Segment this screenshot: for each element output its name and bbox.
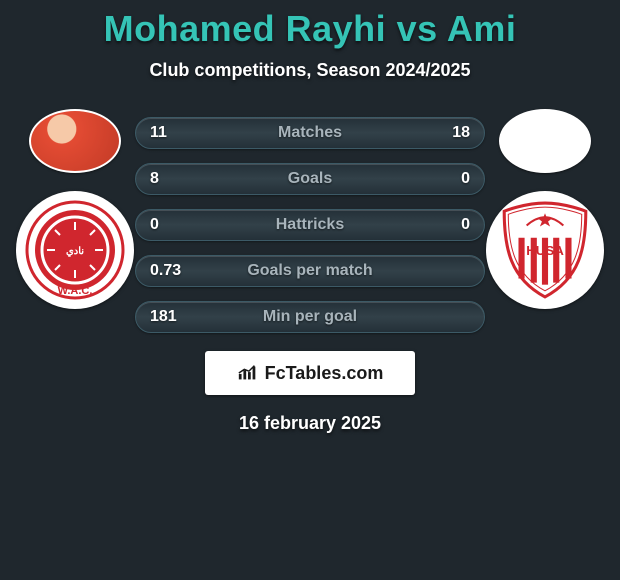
stat-right-value: 18 — [452, 124, 470, 142]
club-badge-right: HUSA — [486, 191, 604, 309]
stat-left-value: 11 — [150, 124, 167, 142]
stat-left-value: 0.73 — [150, 262, 181, 280]
svg-text:HUSA: HUSA — [526, 243, 564, 258]
left-side: نادي W.A.C. — [15, 109, 135, 309]
stat-row-goals: 8 Goals 0 — [135, 163, 485, 195]
bar-chart-icon — [237, 364, 259, 382]
stat-label: Goals — [288, 170, 332, 188]
stat-row-min-per-goal: 181 Min per goal — [135, 301, 485, 333]
stat-row-goals-per-match: 0.73 Goals per match — [135, 255, 485, 287]
stat-row-hattricks: 0 Hattricks 0 — [135, 209, 485, 241]
stat-left-value: 181 — [150, 308, 177, 326]
stat-label: Hattricks — [276, 216, 344, 234]
wac-icon: نادي W.A.C. — [25, 200, 125, 300]
date: 16 february 2025 — [0, 413, 620, 434]
svg-text:W.A.C.: W.A.C. — [58, 285, 93, 297]
stat-left-value: 8 — [150, 170, 159, 188]
right-side: HUSA — [485, 109, 605, 309]
husa-icon: HUSA — [494, 199, 596, 301]
comparison-arena: نادي W.A.C. 11 Matches 18 8 Goals 0 0 Ha… — [0, 109, 620, 333]
watermark: FcTables.com — [205, 351, 415, 395]
stat-left-value: 0 — [150, 216, 159, 234]
player-avatar-right — [499, 109, 591, 173]
stat-label: Goals per match — [247, 262, 372, 280]
stat-row-matches: 11 Matches 18 — [135, 117, 485, 149]
stats-column: 11 Matches 18 8 Goals 0 0 Hattricks 0 0.… — [135, 109, 485, 333]
subtitle: Club competitions, Season 2024/2025 — [0, 60, 620, 81]
stat-right-value: 0 — [461, 170, 470, 188]
page-title: Mohamed Rayhi vs Ami — [0, 8, 620, 50]
stat-label: Min per goal — [263, 308, 357, 326]
comparison-card: Mohamed Rayhi vs Ami Club competitions, … — [0, 0, 620, 434]
stat-label: Matches — [278, 124, 342, 142]
stat-right-value: 0 — [461, 216, 470, 234]
player-avatar-left — [29, 109, 121, 173]
svg-text:نادي: نادي — [66, 246, 84, 257]
watermark-text: FcTables.com — [265, 363, 384, 384]
club-badge-left: نادي W.A.C. — [16, 191, 134, 309]
